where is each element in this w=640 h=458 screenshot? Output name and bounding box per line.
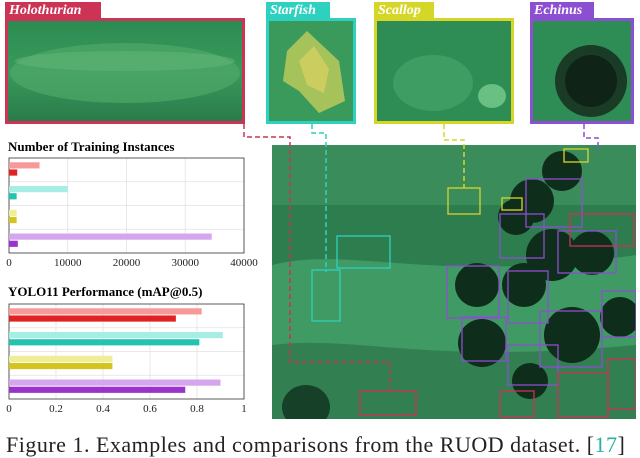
holothurian-image bbox=[8, 21, 242, 121]
echinus-crop bbox=[530, 18, 634, 124]
x-tick-label: 30000 bbox=[172, 257, 200, 269]
bar-echinus-0 bbox=[9, 379, 221, 386]
yolo-performance-chart: 0 0.2 0.4 0.6 0.8 1 bbox=[6, 303, 247, 415]
echinus-box bbox=[461, 316, 507, 362]
x-tick-label: 0.8 bbox=[190, 403, 204, 415]
echinus-box bbox=[601, 290, 636, 338]
bar-holothurian-0 bbox=[9, 308, 202, 315]
scallop-crop bbox=[374, 18, 514, 124]
echinus-box bbox=[539, 310, 603, 368]
bar-starfish-0 bbox=[9, 332, 223, 339]
detection-boxes bbox=[311, 148, 636, 418]
echinus-image bbox=[533, 21, 631, 121]
caption-text: Figure 1. Examples and comparisons from … bbox=[6, 432, 595, 457]
holothurian-box bbox=[557, 372, 609, 418]
starfish-label: Starfish bbox=[266, 2, 330, 20]
scallop-image bbox=[377, 21, 511, 121]
bar-scallop-0 bbox=[9, 209, 17, 216]
figure-caption: Figure 1. Examples and comparisons from … bbox=[6, 432, 625, 458]
bar-scallop-0 bbox=[9, 355, 113, 362]
echinus-box bbox=[507, 270, 549, 324]
x-tick-label: 0.2 bbox=[49, 403, 63, 415]
x-tick-label: 20000 bbox=[113, 257, 141, 269]
starfish-box bbox=[336, 235, 391, 269]
x-tick-label: 10000 bbox=[54, 257, 82, 269]
bar-starfish-1 bbox=[9, 193, 17, 200]
bar-holothurian-1 bbox=[9, 169, 18, 176]
echinus-box bbox=[499, 213, 545, 259]
holothurian-box bbox=[569, 213, 635, 247]
echinus-box bbox=[446, 265, 500, 319]
holothurian-label: Holothurian bbox=[5, 2, 101, 20]
x-tick-label: 0.4 bbox=[96, 403, 110, 415]
x-tick-label: 0 bbox=[6, 403, 12, 415]
main-scene bbox=[272, 145, 636, 419]
scallop-box bbox=[563, 148, 589, 163]
holothurian-box bbox=[359, 390, 417, 416]
scallop-label: Scallop bbox=[374, 2, 434, 20]
echinus-box bbox=[557, 230, 617, 274]
bar-starfish-0 bbox=[9, 186, 68, 193]
starfish-crop bbox=[266, 18, 356, 124]
starfish-image bbox=[269, 21, 353, 121]
bar-starfish-1 bbox=[9, 339, 200, 346]
bar-scallop-1 bbox=[9, 362, 113, 370]
caption-tail: ] bbox=[617, 432, 626, 457]
caption-reference[interactable]: 17 bbox=[594, 432, 618, 457]
bar-holothurian-1 bbox=[9, 315, 176, 322]
holothurian-box bbox=[607, 358, 636, 410]
holothurian-crop bbox=[5, 18, 245, 124]
x-tick-label: 40000 bbox=[230, 257, 258, 269]
echinus-box bbox=[507, 344, 559, 386]
training-instances-chart: 0 10000 20000 30000 40000 bbox=[6, 157, 258, 269]
bar-holothurian-0 bbox=[9, 162, 40, 169]
holothurian-box bbox=[499, 390, 535, 418]
bar-scallop-1 bbox=[9, 216, 17, 224]
x-tick-label: 1 bbox=[241, 403, 247, 415]
starfish-box bbox=[311, 269, 341, 322]
bar-echinus-0 bbox=[9, 233, 212, 240]
x-tick-label: 0.6 bbox=[143, 403, 157, 415]
bar-echinus-1 bbox=[9, 386, 186, 393]
x-tick-label: 0 bbox=[6, 257, 12, 269]
echinus-box bbox=[525, 178, 583, 228]
scallop-box bbox=[501, 197, 523, 211]
scallop-box bbox=[447, 187, 481, 215]
echinus-label: Echinus bbox=[530, 2, 594, 20]
yolo-performance-title: YOLO11 Performance (mAP@0.5) bbox=[8, 284, 203, 299]
training-instances-title: Number of Training Instances bbox=[8, 139, 175, 154]
bar-echinus-1 bbox=[9, 240, 18, 247]
